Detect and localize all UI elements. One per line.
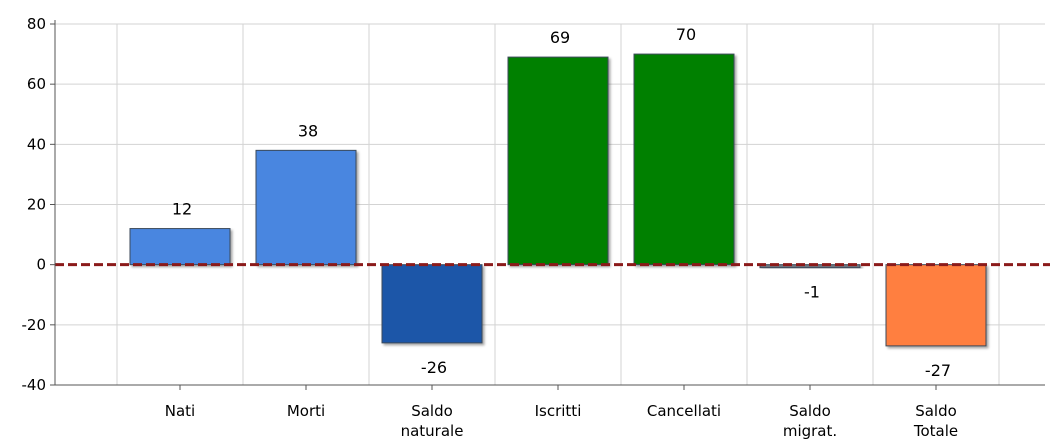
category-label: Saldo migrat. <box>783 402 837 440</box>
data-label: 12 <box>172 200 192 219</box>
category-label: Iscritti <box>535 402 582 420</box>
bar <box>633 53 735 266</box>
bar <box>507 56 609 266</box>
category-label: Morti <box>287 402 325 420</box>
y-tick-label: 0 <box>36 256 46 274</box>
y-tick-label: 60 <box>27 75 46 93</box>
bar <box>381 264 483 344</box>
category-label: Nati <box>165 402 195 420</box>
bar <box>129 228 231 266</box>
data-label: -1 <box>804 283 820 302</box>
y-tick-label: 20 <box>27 196 46 214</box>
bar <box>885 264 987 347</box>
bars <box>129 53 987 347</box>
bar <box>255 149 357 266</box>
y-tick-label: 80 <box>27 15 46 33</box>
category-label: Cancellati <box>647 402 721 420</box>
category-label: Saldo naturale <box>401 402 464 440</box>
axes <box>50 20 1050 390</box>
data-label: 38 <box>298 121 318 140</box>
data-label: 70 <box>676 25 696 44</box>
data-label: -26 <box>421 358 447 377</box>
category-labels: Nati Morti Saldo naturale Iscritti Cancellati… <box>165 402 958 440</box>
data-label: 69 <box>550 28 570 47</box>
category-label: Saldo Totale <box>913 402 958 440</box>
y-tick-label: -40 <box>22 376 47 394</box>
data-labels: 12 38 -26 69 70 -1 -27 <box>172 25 951 380</box>
y-tick-label: -20 <box>22 316 47 334</box>
data-label: -27 <box>925 361 951 380</box>
y-tick-labels: -40 -20 0 20 40 60 80 <box>22 15 47 394</box>
y-tick-label: 40 <box>27 135 46 153</box>
